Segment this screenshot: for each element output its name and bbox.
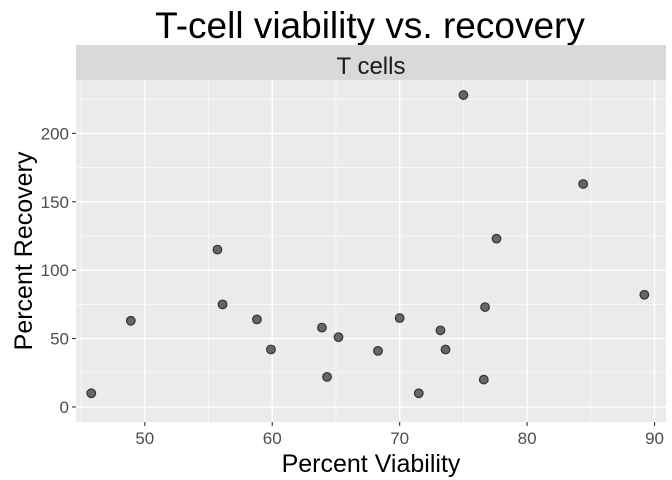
data-point bbox=[458, 90, 469, 100]
facet-strip bbox=[76, 45, 666, 80]
x-axis-label: Percent Viability bbox=[282, 450, 461, 478]
grid-minor bbox=[76, 80, 666, 422]
data-point bbox=[322, 371, 332, 382]
data-point bbox=[333, 332, 344, 343]
data-point bbox=[252, 314, 262, 325]
x-tick-label: 80 bbox=[518, 429, 537, 448]
data-point bbox=[266, 344, 276, 355]
x-axis-ticks: 50 60 70 80 90 bbox=[135, 422, 664, 448]
data-points bbox=[86, 90, 650, 399]
y-tick-label: 150 bbox=[41, 193, 69, 212]
data-point bbox=[125, 315, 136, 326]
data-point bbox=[491, 233, 502, 244]
y-axis-label: Percent Recovery bbox=[10, 151, 38, 350]
y-tick-label: 0 bbox=[60, 398, 69, 417]
y-tick-label: 50 bbox=[50, 330, 69, 349]
data-point bbox=[317, 322, 327, 333]
y-tick-label: 200 bbox=[41, 124, 69, 143]
facet-label: T cells bbox=[337, 53, 406, 80]
data-point bbox=[639, 289, 650, 300]
data-point bbox=[86, 388, 97, 399]
x-tick-label: 50 bbox=[135, 429, 154, 448]
x-tick-label: 90 bbox=[645, 429, 664, 448]
plot-panel bbox=[76, 80, 666, 422]
x-tick-label: 70 bbox=[390, 429, 409, 448]
data-point bbox=[212, 244, 223, 255]
data-point bbox=[413, 388, 424, 399]
data-point bbox=[435, 325, 446, 336]
y-axis-ticks: 0 50 100 150 200 bbox=[41, 124, 76, 417]
data-point bbox=[394, 313, 405, 323]
data-point bbox=[373, 345, 383, 356]
y-tick-label: 100 bbox=[41, 261, 69, 280]
data-point bbox=[578, 179, 589, 189]
data-point bbox=[478, 374, 489, 385]
data-point bbox=[480, 302, 490, 312]
x-tick-label: 60 bbox=[263, 429, 282, 448]
grid-major bbox=[76, 80, 666, 422]
chart-title: T-cell viability vs. recovery bbox=[155, 5, 585, 46]
data-point bbox=[440, 344, 451, 355]
data-point bbox=[217, 299, 228, 310]
